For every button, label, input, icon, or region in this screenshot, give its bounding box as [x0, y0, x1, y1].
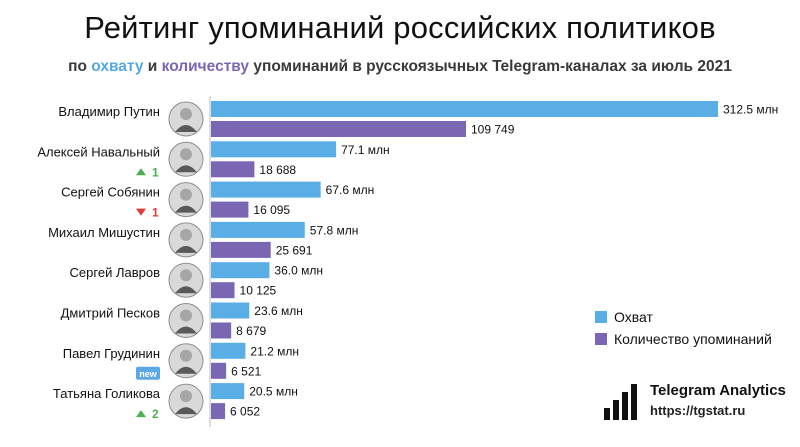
count-bar — [211, 403, 226, 420]
category-label: Алексей Навальный — [37, 144, 160, 159]
count-bar — [211, 282, 235, 299]
reach-bar — [211, 141, 337, 158]
reach-value-label: 21.2 млн — [250, 344, 299, 358]
avatar-body-icon — [175, 125, 197, 132]
avatar-head-icon — [180, 148, 192, 161]
count-value-label: 18 688 — [259, 163, 296, 177]
avatar-head-icon — [180, 269, 192, 282]
count-value-label: 6 521 — [231, 364, 261, 378]
count-bar — [211, 322, 232, 339]
chart-title: Рейтинг упоминаний российских политиков — [84, 10, 716, 45]
count-bar — [211, 362, 227, 379]
count-value-label: 16 095 — [253, 203, 290, 217]
reach-bar — [211, 181, 321, 198]
rank-change-label: 1 — [152, 206, 159, 220]
brand-block: Telegram Analytics https://tgstat.ru — [604, 382, 794, 422]
avatar-head-icon — [180, 390, 192, 403]
brand-text: Telegram Analytics https://tgstat.ru — [650, 382, 786, 418]
rank-change-label: 1 — [152, 165, 159, 179]
avatar-body-icon — [175, 366, 197, 374]
count-bar — [211, 241, 271, 258]
count-value-label: 25 691 — [276, 243, 313, 257]
reach-bar — [211, 383, 245, 400]
count-value-label: 8 679 — [236, 324, 266, 338]
reach-value-label: 312.5 млн — [723, 103, 778, 117]
reach-bar — [211, 342, 246, 359]
reach-value-label: 36.0 млн — [274, 264, 323, 278]
legend-label-count: Количество упоминаний — [614, 331, 772, 347]
legend-swatch-count — [595, 333, 607, 345]
reach-bar — [211, 302, 250, 319]
avatar-body-icon — [175, 205, 197, 213]
reach-bar — [211, 262, 270, 279]
avatar-body-icon — [175, 165, 197, 173]
avatar-body-icon — [175, 286, 197, 294]
subtitle-reach-word: охвату — [91, 58, 144, 75]
category-label: Сергей Лавров — [70, 265, 161, 280]
reach-bar — [211, 101, 718, 117]
avatar-head-icon — [180, 349, 192, 362]
count-bar — [211, 201, 249, 218]
reach-value-label: 67.6 млн — [326, 183, 375, 197]
subtitle-pre: по — [68, 58, 92, 75]
legend-label-reach: Охват — [614, 309, 653, 325]
category-label: Михаил Мишустин — [48, 225, 160, 240]
category-label: Сергей Собянин — [61, 185, 160, 200]
chart-subtitle: по охвату и количеству упоминаний в русс… — [0, 58, 800, 76]
count-value-label: 10 125 — [240, 284, 277, 298]
new-badge — [136, 366, 160, 380]
category-label: Владимир Путин — [58, 104, 160, 119]
avatar-body-icon — [175, 407, 197, 415]
avatar-head-icon — [180, 309, 192, 322]
avatar-body-icon — [175, 326, 197, 334]
subtitle-post: упоминаний в русскоязычных Telegram-кана… — [249, 58, 732, 75]
reach-value-label: 23.6 млн — [254, 304, 303, 318]
rank-down-icon — [136, 208, 146, 216]
count-value-label: 109 749 — [471, 123, 515, 137]
category-label: Татьяна Голикова — [53, 386, 161, 401]
new-badge-label: new — [139, 369, 158, 379]
count-bar — [211, 161, 255, 178]
avatar-body-icon — [175, 245, 197, 253]
reach-bar — [211, 221, 305, 238]
brand-name: Telegram Analytics — [650, 382, 786, 399]
category-label: Павел Грудинин — [63, 346, 160, 361]
subtitle-count-word: количеству — [161, 58, 250, 75]
count-bar — [211, 121, 466, 137]
rank-up-icon — [136, 410, 146, 418]
reach-value-label: 77.1 млн — [341, 143, 390, 157]
rank-up-icon — [136, 168, 146, 176]
reach-value-label: 57.8 млн — [310, 223, 359, 237]
reach-value-label: 20.5 млн — [249, 385, 298, 399]
rank-change-label: 2 — [152, 407, 159, 421]
category-label: Дмитрий Песков — [61, 306, 160, 321]
subtitle-and: и — [143, 58, 162, 75]
legend-swatch-reach — [595, 311, 607, 323]
count-value-label: 6 052 — [230, 405, 260, 419]
avatar-head-icon — [180, 188, 192, 201]
avatar-head-icon — [180, 108, 192, 120]
brand-url[interactable]: https://tgstat.ru — [650, 403, 746, 418]
bar-chart-logo-icon — [604, 384, 637, 420]
avatar-head-icon — [180, 228, 192, 241]
